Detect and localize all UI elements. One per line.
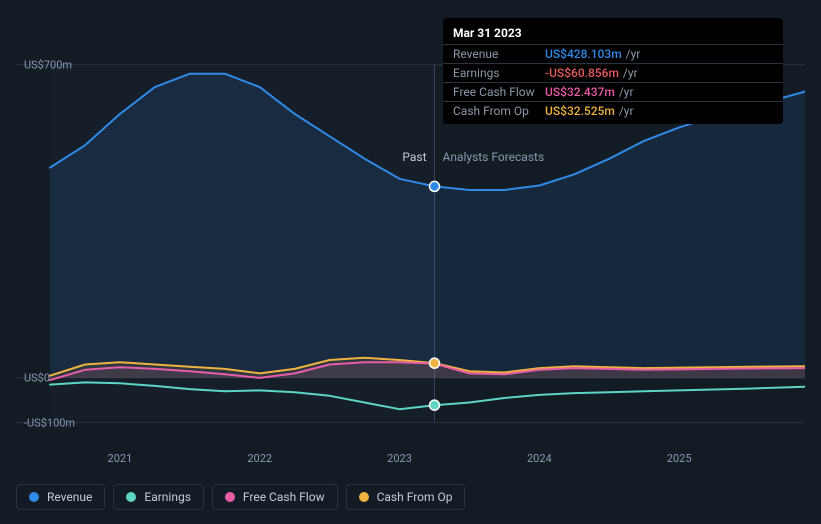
legend-label: Earnings: [144, 490, 191, 504]
legend-label: Revenue: [47, 490, 92, 504]
x-axis-label: 2023: [387, 452, 412, 465]
y-axis-label: US$700m: [24, 58, 72, 71]
tooltip-row-unit: /yr: [623, 66, 638, 80]
legend-item-earnings[interactable]: Earnings: [113, 484, 204, 510]
chart-legend: Revenue Earnings Free Cash Flow Cash From O…: [16, 484, 465, 510]
tooltip-row-value: US$32.525m: [545, 104, 615, 118]
tooltip-row-label: Cash From Op: [453, 104, 545, 118]
tooltip-row: Free Cash FlowUS$32.437m/yr: [443, 82, 783, 101]
legend-swatch: [359, 492, 369, 502]
section-label: Analysts Forecasts: [442, 150, 544, 164]
y-axis-label: US$0: [24, 371, 50, 384]
legend-swatch: [225, 492, 235, 502]
chart-tooltip: Mar 31 2023 RevenueUS$428.103m/yrEarning…: [443, 18, 783, 124]
legend-item-free-cash-flow[interactable]: Free Cash Flow: [212, 484, 338, 510]
section-label: Past: [402, 150, 426, 164]
tooltip-title: Mar 31 2023: [443, 24, 783, 44]
x-axis-label: 2022: [247, 452, 272, 465]
legend-label: Cash From Op: [377, 490, 453, 504]
legend-swatch: [126, 492, 136, 502]
legend-item-revenue[interactable]: Revenue: [16, 484, 105, 510]
tooltip-row-value: US$32.437m: [545, 85, 615, 99]
tooltip-row-value: -US$60.856m: [545, 66, 619, 80]
financial-chart: US$700m US$0 -US$100m 2021 2022 2023 2024 2025…: [0, 0, 821, 524]
tooltip-row: Cash From OpUS$32.525m/yr: [443, 101, 783, 120]
tooltip-row-unit: /yr: [619, 104, 634, 118]
tooltip-row-unit: /yr: [619, 85, 634, 99]
legend-swatch: [29, 492, 39, 502]
x-axis-label: 2021: [108, 452, 133, 465]
y-axis-label: -US$100m: [24, 416, 75, 429]
x-axis-label: 2024: [527, 452, 552, 465]
tooltip-row-label: Revenue: [453, 47, 545, 61]
tooltip-row-unit: /yr: [626, 47, 641, 61]
tooltip-row-value: US$428.103m: [545, 47, 622, 61]
tooltip-row-label: Free Cash Flow: [453, 85, 545, 99]
tooltip-row: Earnings-US$60.856m/yr: [443, 63, 783, 82]
x-axis-label: 2025: [667, 452, 692, 465]
legend-label: Free Cash Flow: [243, 490, 325, 504]
tooltip-row-label: Earnings: [453, 66, 545, 80]
legend-item-cash-from-op[interactable]: Cash From Op: [346, 484, 466, 510]
tooltip-row: RevenueUS$428.103m/yr: [443, 44, 783, 63]
